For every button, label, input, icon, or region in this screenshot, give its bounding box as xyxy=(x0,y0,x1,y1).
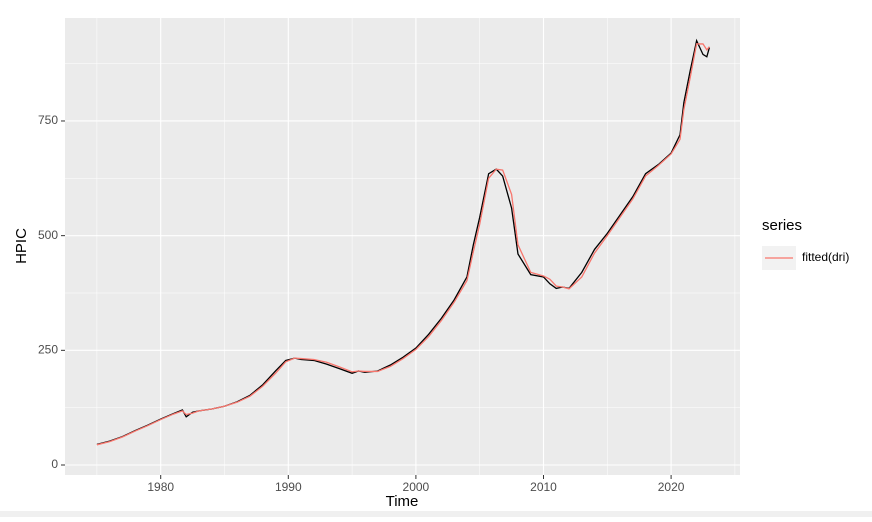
x-tick-label: 1980 xyxy=(147,480,174,494)
series-line xyxy=(96,43,710,446)
x-axis-title: Time xyxy=(386,493,419,510)
x-tick-label: 2020 xyxy=(658,480,685,494)
y-axis-title: HPIC xyxy=(13,228,30,264)
y-tick-label: 0 xyxy=(51,457,58,471)
plot-panel xyxy=(65,18,740,475)
legend-label: fitted(dri) xyxy=(802,250,849,264)
y-tick-label: 250 xyxy=(38,342,58,356)
x-tick-label: 2000 xyxy=(403,480,430,494)
bottom-strip xyxy=(0,511,872,517)
y-tick-label: 750 xyxy=(38,113,58,127)
x-tick-label: 1990 xyxy=(275,480,302,494)
x-tick-label: 2010 xyxy=(530,480,557,494)
legend-title: series xyxy=(762,217,802,234)
y-tick-label: 500 xyxy=(38,228,58,242)
